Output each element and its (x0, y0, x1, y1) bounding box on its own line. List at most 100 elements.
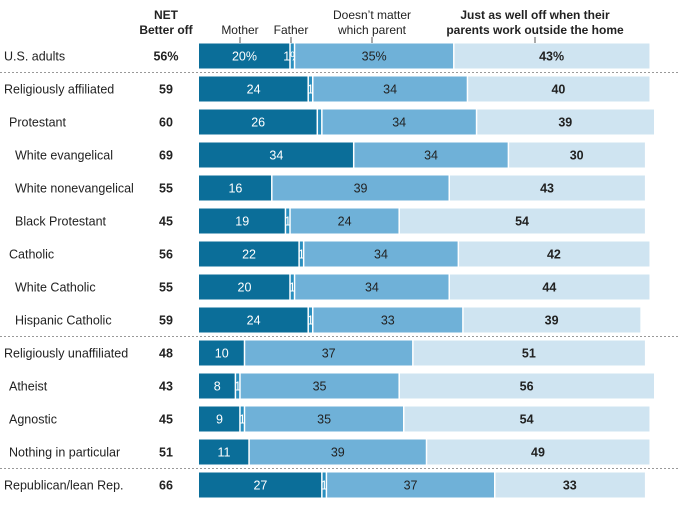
chart-row: White Catholic 55 20 1 34 44 (15, 274, 650, 300)
chart-row: Protestant 60 26 34 39 (9, 109, 654, 135)
bar-segment (294, 43, 454, 69)
no-matter-header-line2: which parent (337, 23, 407, 37)
data-label: 1 (234, 380, 241, 394)
bar-segment (199, 241, 300, 267)
category-label: Religiously affiliated (4, 83, 114, 97)
chart-row: Black Protestant 45 19 1 24 54 (15, 208, 645, 234)
category-label: Republican/lean Rep. (4, 479, 124, 493)
data-label: 1 (239, 413, 246, 427)
bar-segment (199, 373, 236, 399)
data-label: 40 (551, 83, 565, 97)
father-header: Father (274, 23, 309, 37)
net-better-off-label: 48 (159, 347, 173, 361)
data-label: 1 (321, 479, 328, 493)
bar-segment (321, 109, 477, 135)
bar-segment (244, 340, 413, 366)
data-label: 35 (317, 413, 331, 427)
category-label: Protestant (9, 116, 67, 130)
data-label: 9 (216, 413, 223, 427)
bar-segment (308, 76, 313, 102)
bar-segment (303, 241, 459, 267)
bar-segment (235, 373, 240, 399)
category-label: U.S. adults (4, 50, 65, 64)
data-label: 43 (540, 182, 554, 196)
chart-row: Nothing in particular 51 11 39 49 (9, 439, 650, 465)
data-label: 56 (520, 380, 534, 394)
net-better-off-label: 45 (159, 215, 173, 229)
bar-segment (271, 175, 450, 201)
bar-segment (299, 241, 304, 267)
data-label: 34 (374, 248, 388, 262)
data-label: 26 (251, 116, 265, 130)
chart-rows: U.S. adults 56% 20% 1% 35% 43%Religiously aff… (0, 43, 678, 498)
category-label: Agnostic (9, 413, 57, 427)
data-label: 54 (515, 215, 529, 229)
bar-segment (199, 76, 309, 102)
chart-row: Religiously affiliated 59 24 1 34 40 (4, 76, 650, 102)
chart-row: Catholic 56 22 1 34 42 (9, 241, 650, 267)
bar-segment (199, 43, 290, 69)
bar-segment (321, 472, 327, 498)
category-label: White evangelical (15, 149, 113, 163)
bar-segment (326, 472, 495, 498)
chart-row: U.S. adults 56% 20% 1% 35% 43% (4, 43, 650, 69)
net-better-off-label: 56 (159, 248, 173, 262)
data-label: 24 (247, 314, 261, 328)
chart-row: White evangelical 69 34 34 30 (15, 142, 645, 168)
bar-segment (449, 175, 645, 201)
data-label: 37 (322, 347, 336, 361)
data-label: 37 (404, 479, 418, 493)
category-label: Atheist (9, 380, 48, 394)
bar-segment (199, 142, 354, 168)
bar-segment (239, 406, 245, 432)
bar-segment (467, 76, 650, 102)
data-label: 20 (238, 281, 252, 295)
chart-row: Religiously unaffiliated 48 10 37 51 (4, 340, 645, 366)
bar-segment (412, 340, 645, 366)
data-label: 43% (539, 50, 564, 64)
bar-segment (199, 109, 318, 135)
data-label: 10 (215, 347, 229, 361)
data-label: 24 (338, 215, 352, 229)
bar-segment (308, 307, 313, 333)
chart-row: Hispanic Catholic 59 24 1 33 39 (15, 307, 641, 333)
data-label: 33 (381, 314, 395, 328)
data-label: 39 (354, 182, 368, 196)
net-header-line1: NET (154, 8, 179, 22)
no-matter-header-line1: Doesn’t matter (333, 8, 411, 22)
net-better-off-label: 55 (159, 182, 173, 196)
data-label: 22 (242, 248, 256, 262)
category-label: Black Protestant (15, 215, 107, 229)
net-better-off-label: 51 (159, 446, 173, 460)
data-label: 39 (331, 446, 345, 460)
category-label: Hispanic Catholic (15, 314, 112, 328)
data-label: 34 (269, 149, 283, 163)
bar-segment (199, 340, 245, 366)
net-better-off-label: 45 (159, 413, 173, 427)
bar-segment (285, 208, 290, 234)
chart-row: White nonevangelical 55 16 39 43 (15, 175, 645, 201)
data-label: 1 (284, 215, 291, 229)
data-label: 27 (253, 479, 267, 493)
net-better-off-label: 43 (159, 380, 173, 394)
bar-segment (399, 373, 654, 399)
net-better-off-label: 60 (159, 116, 173, 130)
data-label: 51 (522, 347, 536, 361)
data-label: 35% (362, 50, 387, 64)
category-label: Nothing in particular (9, 446, 120, 460)
bar-segment (476, 109, 654, 135)
data-label: 33 (563, 479, 577, 493)
bar-segment (239, 373, 400, 399)
data-label: 16 (228, 182, 242, 196)
bar-segment (199, 406, 240, 432)
bar-segment (290, 274, 295, 300)
category-label: Religiously unaffiliated (4, 347, 128, 361)
data-label: 19 (235, 215, 249, 229)
data-label: 11 (218, 446, 231, 460)
data-label: 34 (365, 281, 379, 295)
bar-segment (426, 439, 650, 465)
bar-segment (458, 241, 650, 267)
data-label: 39 (545, 314, 559, 328)
column-headers: NET Better off Mother Father Doesn’t mat… (139, 8, 624, 43)
